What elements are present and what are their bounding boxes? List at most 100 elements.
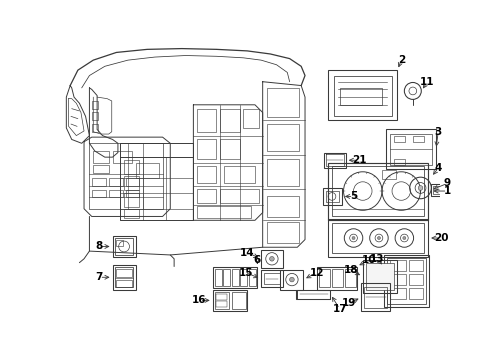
Bar xyxy=(391,274,406,285)
Bar xyxy=(92,189,106,197)
Bar xyxy=(197,109,217,132)
Text: 14: 14 xyxy=(240,248,255,258)
Text: 20: 20 xyxy=(434,233,448,243)
Bar xyxy=(93,165,109,172)
Bar xyxy=(332,269,343,287)
Bar xyxy=(92,124,98,132)
Bar xyxy=(136,163,159,178)
Bar xyxy=(386,130,436,170)
Bar xyxy=(92,101,98,109)
Bar xyxy=(215,269,222,286)
Bar xyxy=(328,163,428,220)
Bar xyxy=(363,260,397,293)
Bar xyxy=(124,193,140,207)
Bar xyxy=(319,269,330,287)
Bar xyxy=(124,176,140,190)
Circle shape xyxy=(290,277,294,282)
Bar xyxy=(323,188,342,205)
Bar xyxy=(117,280,132,287)
Text: 7: 7 xyxy=(96,272,103,282)
Bar xyxy=(232,269,239,286)
Circle shape xyxy=(352,237,355,239)
Circle shape xyxy=(418,186,423,190)
Bar xyxy=(213,266,257,288)
Bar xyxy=(220,109,240,132)
Bar xyxy=(328,70,397,120)
Bar xyxy=(220,139,240,159)
Bar xyxy=(393,136,405,142)
Bar xyxy=(345,269,356,287)
Bar xyxy=(213,289,247,311)
Bar xyxy=(267,195,299,217)
Bar xyxy=(232,292,246,309)
Text: 2: 2 xyxy=(398,55,405,65)
Bar xyxy=(332,222,424,253)
Bar xyxy=(413,136,424,142)
Text: 9: 9 xyxy=(444,178,451,188)
Bar xyxy=(388,258,426,304)
Bar xyxy=(264,273,280,284)
Bar xyxy=(328,219,428,257)
Bar xyxy=(113,151,132,163)
Bar xyxy=(220,189,259,203)
Bar xyxy=(124,209,140,218)
Bar xyxy=(431,184,452,197)
Bar xyxy=(332,166,424,216)
Text: 1: 1 xyxy=(444,186,451,196)
Bar xyxy=(391,260,406,271)
Bar xyxy=(326,191,339,202)
Bar xyxy=(261,249,283,268)
Bar xyxy=(215,292,229,309)
Text: 5: 5 xyxy=(350,192,357,202)
Bar xyxy=(382,170,396,180)
Text: 16: 16 xyxy=(192,295,207,305)
Text: 8: 8 xyxy=(96,242,103,252)
Text: 4: 4 xyxy=(435,163,442,173)
Bar xyxy=(296,289,330,299)
Bar xyxy=(361,283,391,311)
Bar xyxy=(390,134,432,165)
Text: 10: 10 xyxy=(362,255,376,265)
Text: 15: 15 xyxy=(239,268,253,278)
Bar xyxy=(366,264,394,289)
Text: 17: 17 xyxy=(332,304,347,314)
Text: 12: 12 xyxy=(309,268,324,278)
Bar xyxy=(340,88,382,105)
Bar xyxy=(261,270,283,287)
Bar xyxy=(324,153,346,168)
Text: 3: 3 xyxy=(435,127,442,137)
Bar xyxy=(240,269,247,286)
Text: 13: 13 xyxy=(369,254,384,264)
Bar xyxy=(109,189,122,197)
Text: 11: 11 xyxy=(420,77,435,87)
Circle shape xyxy=(403,237,406,239)
Bar xyxy=(117,269,132,276)
Bar xyxy=(92,112,98,120)
Bar xyxy=(223,269,230,286)
Bar xyxy=(409,260,423,271)
Bar xyxy=(115,267,133,287)
Text: 6: 6 xyxy=(254,255,261,265)
Bar xyxy=(113,236,136,257)
Bar xyxy=(197,189,217,203)
Bar xyxy=(125,189,140,197)
Bar xyxy=(365,287,388,308)
Bar xyxy=(124,160,140,174)
Bar xyxy=(409,274,423,285)
Text: 21: 21 xyxy=(352,155,366,165)
Bar xyxy=(391,288,406,299)
Bar xyxy=(109,178,122,186)
Bar xyxy=(244,109,259,128)
Bar xyxy=(267,124,299,151)
Bar xyxy=(409,288,423,299)
Bar xyxy=(267,88,299,117)
Bar xyxy=(334,76,392,116)
Bar xyxy=(267,159,299,186)
Circle shape xyxy=(377,237,381,239)
Bar xyxy=(117,239,122,246)
Bar xyxy=(113,265,136,289)
Bar xyxy=(217,301,227,307)
Bar xyxy=(197,166,217,183)
Bar xyxy=(93,151,109,163)
Bar xyxy=(197,206,251,218)
